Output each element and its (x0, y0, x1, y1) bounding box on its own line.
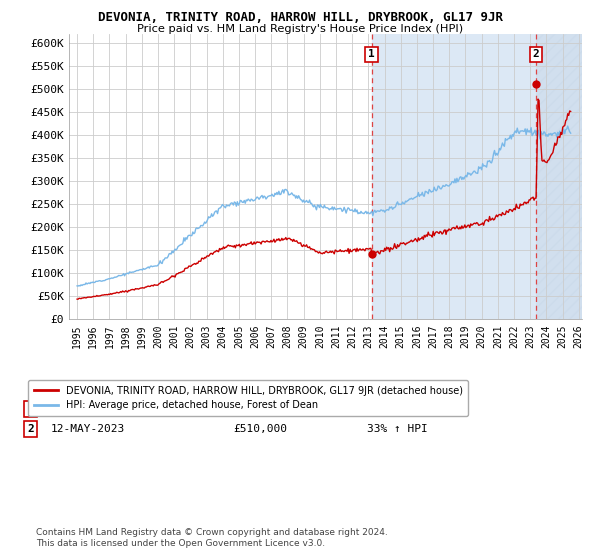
Text: 1: 1 (368, 49, 375, 59)
Bar (371, 34, 598, 319)
Legend: DEVONIA, TRINITY ROAD, HARROW HILL, DRYBROOK, GL17 9JR (detached house), HPI: Av: DEVONIA, TRINITY ROAD, HARROW HILL, DRYB… (28, 380, 469, 416)
Text: DEVONIA, TRINITY ROAD, HARROW HILL, DRYBROOK, GL17 9JR: DEVONIA, TRINITY ROAD, HARROW HILL, DRYB… (97, 11, 503, 24)
Bar (536, 34, 598, 319)
Text: 37% ↓ HPI: 37% ↓ HPI (367, 404, 427, 414)
Text: 12-MAY-2023: 12-MAY-2023 (51, 424, 125, 434)
Text: 2: 2 (533, 49, 539, 59)
Text: Contains HM Land Registry data © Crown copyright and database right 2024.
This d: Contains HM Land Registry data © Crown c… (36, 528, 388, 548)
Text: 1: 1 (27, 404, 34, 414)
Text: 2: 2 (27, 424, 34, 434)
Text: 15-MAR-2013: 15-MAR-2013 (51, 404, 125, 414)
Text: 33% ↑ HPI: 33% ↑ HPI (367, 424, 427, 434)
Text: £141,000: £141,000 (233, 404, 287, 414)
Text: Price paid vs. HM Land Registry's House Price Index (HPI): Price paid vs. HM Land Registry's House … (137, 24, 463, 34)
Text: £510,000: £510,000 (233, 424, 287, 434)
